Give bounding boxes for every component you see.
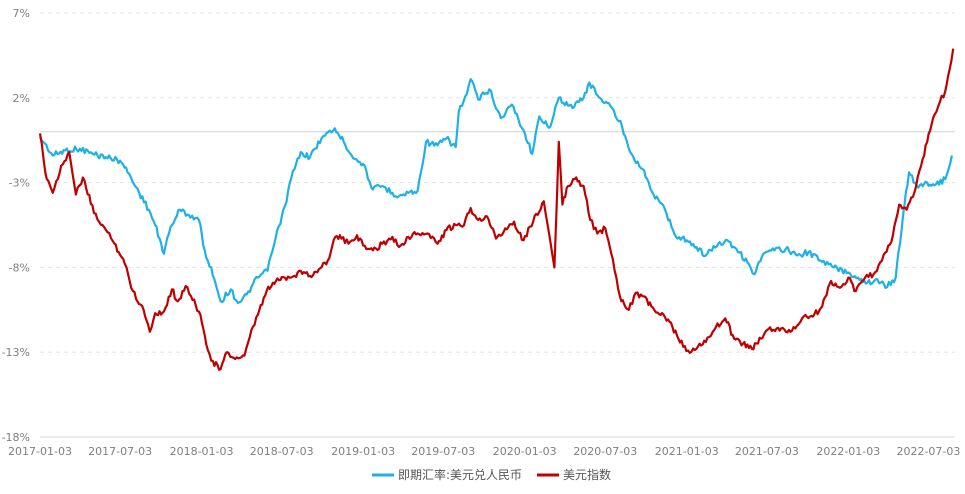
x-tick-label: 2017-01-03 (8, 445, 72, 458)
y-tick-label: -8% (9, 261, 30, 274)
series-line-2 (38, 48, 955, 371)
y-tick-label: -13% (2, 346, 30, 359)
x-tick-label: 2021-01-03 (655, 445, 719, 458)
x-tick-label: 2020-07-03 (573, 445, 637, 458)
legend-label: 即期汇率:美元兑人民币 (398, 467, 522, 482)
x-tick-label: 2020-01-03 (493, 445, 557, 458)
series-lines (38, 48, 955, 371)
y-axis: 7% 2% -3% -8% -13% -18% (2, 7, 30, 444)
y-tick-label: -3% (9, 177, 30, 190)
x-axis: 2017-01-03 2017-07-03 2018-01-03 2018-07-03… (8, 436, 960, 458)
x-tick-label: 2021-07-03 (735, 445, 799, 458)
x-tick-label: 2018-07-03 (250, 445, 314, 458)
series-line-1 (38, 78, 953, 305)
y-tick-label: 2% (13, 92, 30, 105)
y-tick-label: 7% (13, 7, 30, 20)
grid (40, 12, 955, 438)
x-tick-label: 2017-07-03 (88, 445, 152, 458)
legend: 即期汇率:美元兑人民币 美元指数 (372, 467, 611, 482)
legend-label: 美元指数 (563, 467, 611, 482)
y-tick-label: -18% (2, 431, 30, 444)
x-tick-label: 2019-01-03 (331, 445, 395, 458)
x-tick-label: 2022-07-03 (896, 445, 960, 458)
x-tick-label: 2018-01-03 (170, 445, 234, 458)
x-tick-label: 2019-07-03 (411, 445, 475, 458)
x-tick-label: 2022-01-03 (816, 445, 880, 458)
